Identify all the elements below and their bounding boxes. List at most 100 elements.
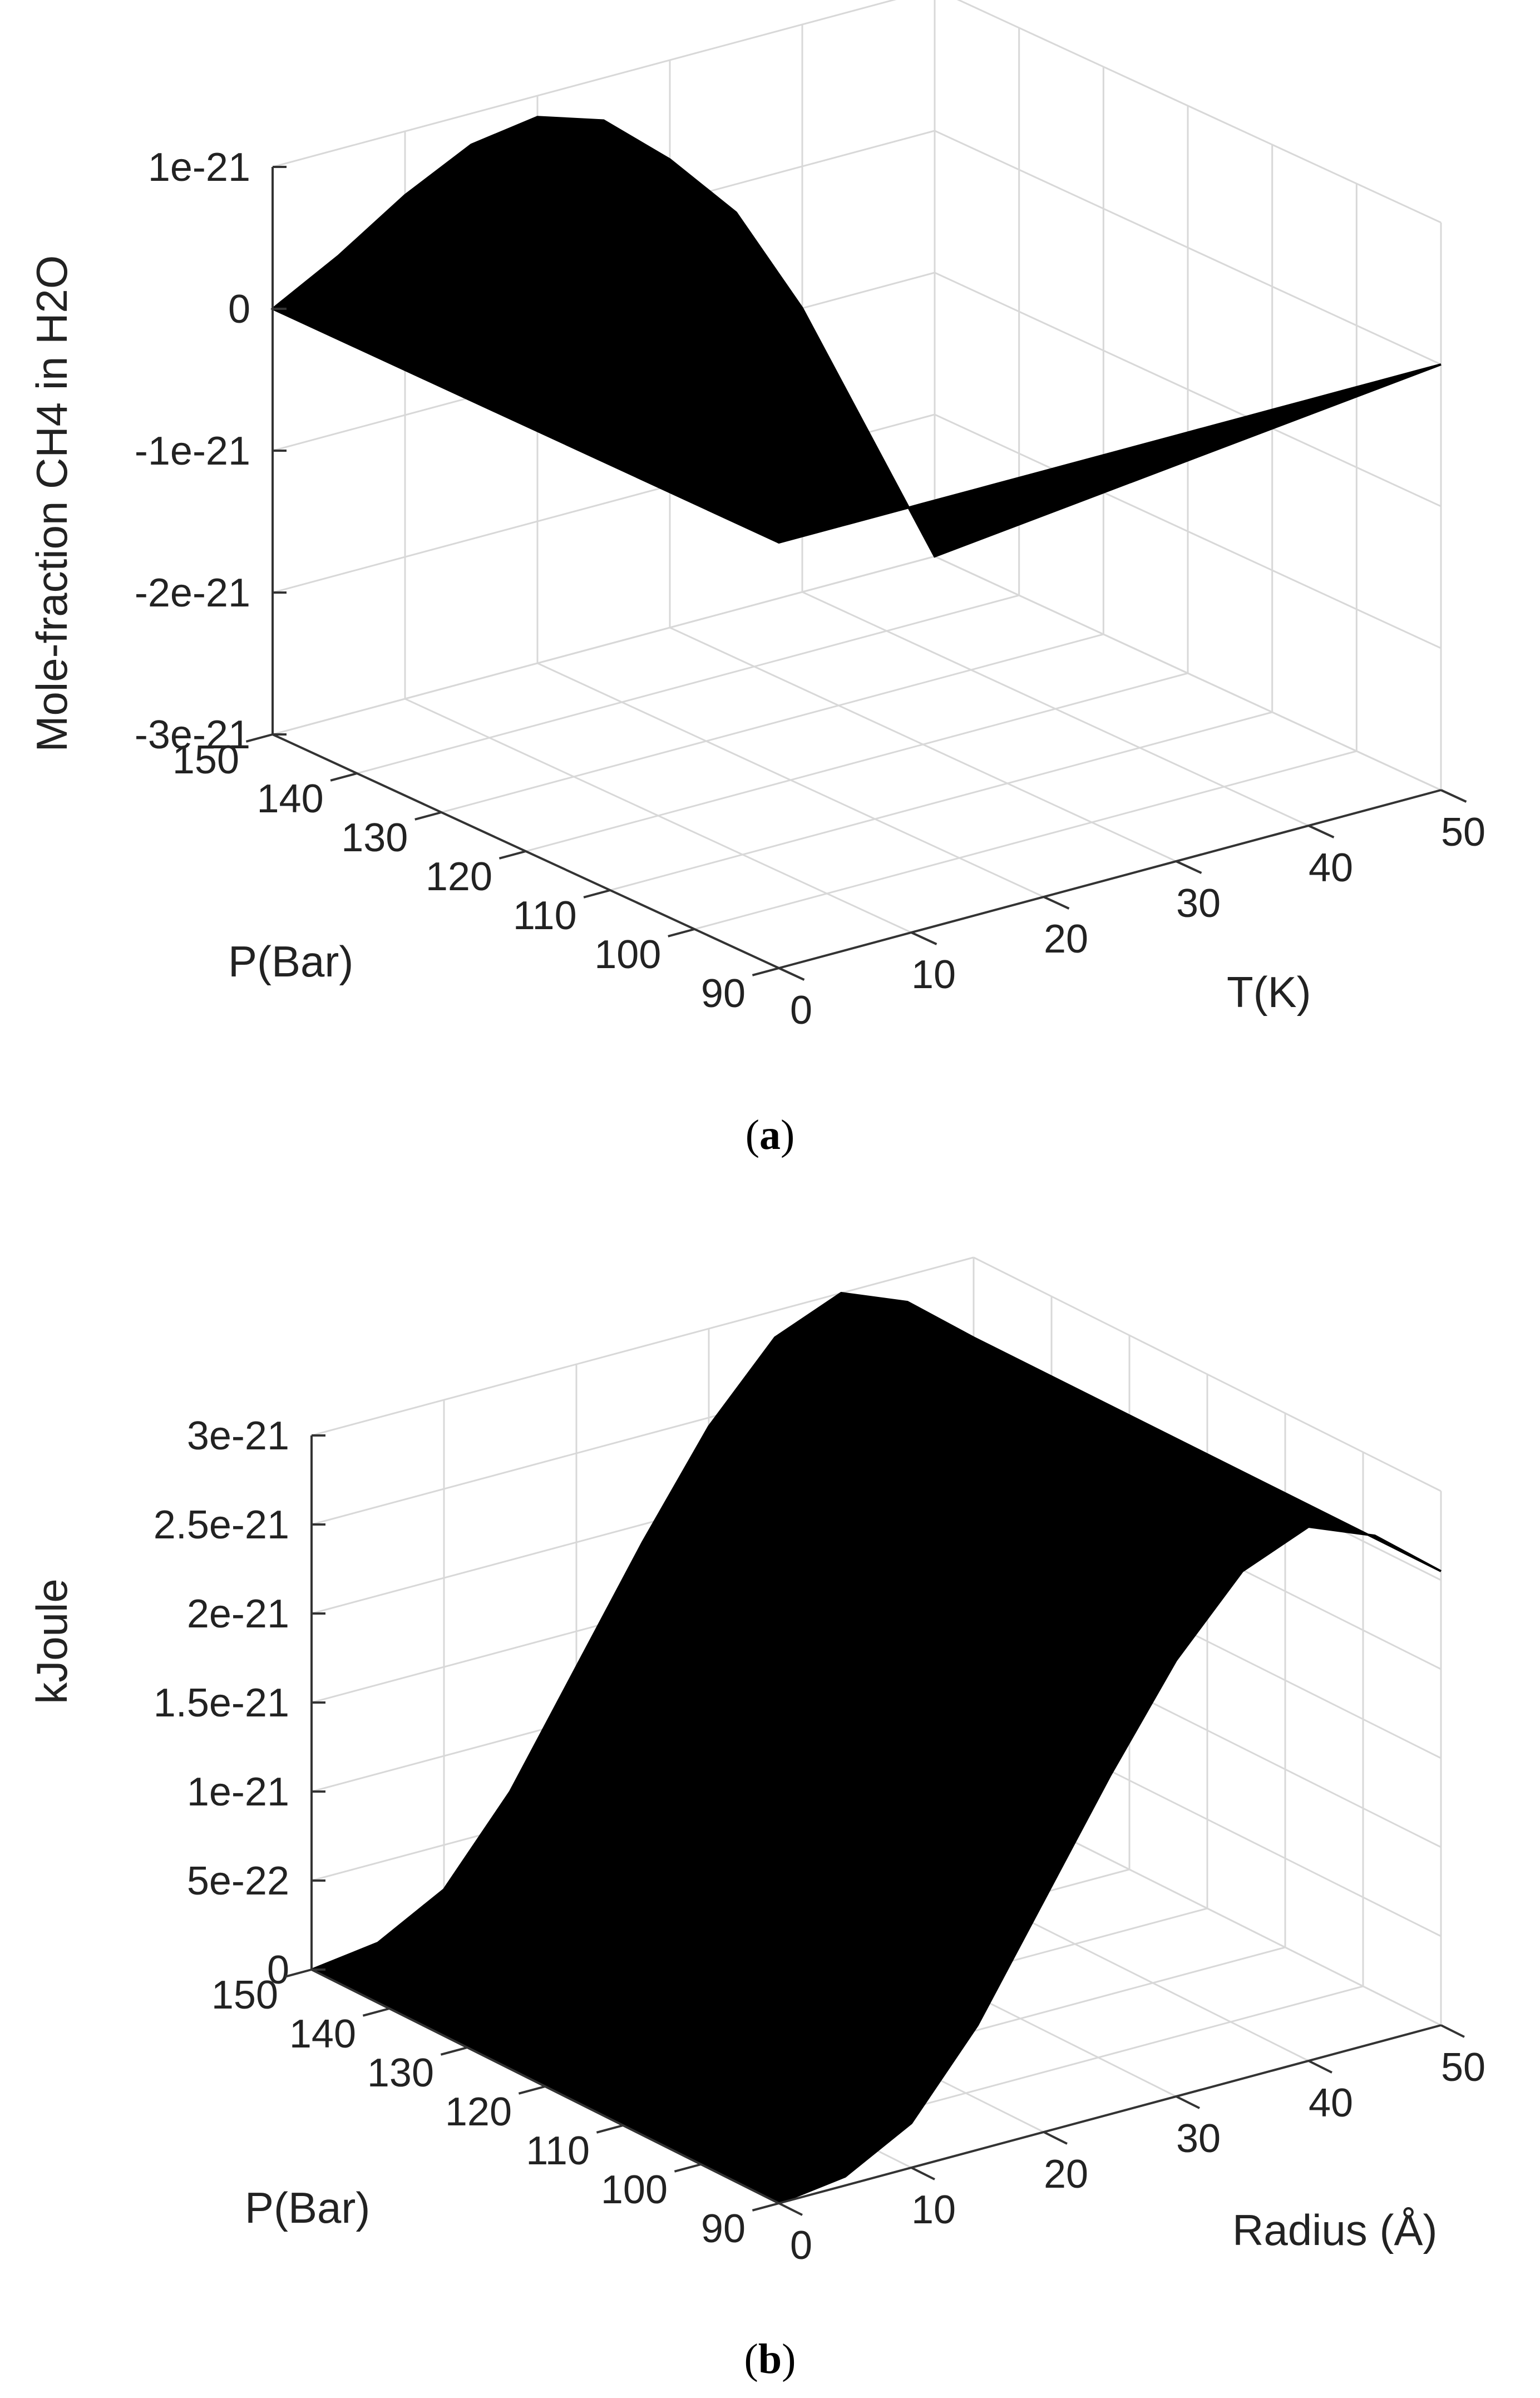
chart-panel-b: 0 5e-22 1e-21 1.5e-21 2e-21 2.5e-21 3e-21 90 100… bbox=[0, 1168, 1540, 2398]
x-tick-label: 50 bbox=[1441, 810, 1485, 855]
grid-line bbox=[272, 555, 935, 736]
y-tick-label: 120 bbox=[445, 2090, 512, 2134]
y-tick-label: 130 bbox=[367, 2051, 434, 2095]
x-tick-label: 10 bbox=[911, 2188, 956, 2232]
caption-a: (a) bbox=[746, 1112, 795, 1158]
x-tick-mark bbox=[1308, 2060, 1332, 2074]
grid-line bbox=[973, 1256, 1442, 1492]
z-axis-label-b: kJoule bbox=[27, 1578, 76, 1704]
x-axis-label-a: T(K) bbox=[1227, 968, 1311, 1017]
x-tick-mark bbox=[778, 967, 805, 981]
y-tick-label: 90 bbox=[701, 2207, 746, 2251]
y-tick-mark bbox=[583, 889, 611, 899]
x-tick-mark bbox=[1043, 896, 1070, 910]
y-tick-label: 130 bbox=[341, 816, 408, 860]
y-tick-mark bbox=[330, 772, 358, 782]
x-tick-label: 0 bbox=[790, 988, 812, 1033]
grid-line bbox=[934, 272, 1442, 507]
grid-line bbox=[610, 711, 1273, 891]
y-tick-label: 140 bbox=[257, 777, 324, 821]
y-tick-mark bbox=[668, 928, 695, 938]
y-tick-mark bbox=[674, 2163, 702, 2173]
grid-line bbox=[441, 633, 1104, 813]
z-tick-label: 5e-22 bbox=[187, 1859, 289, 1903]
y-tick-label: 120 bbox=[426, 855, 492, 899]
x-tick-label: 10 bbox=[911, 953, 956, 997]
z-tick-label: -2e-21 bbox=[135, 571, 250, 615]
caption-letter-a: a bbox=[759, 1112, 781, 1158]
x-tick-mark bbox=[1043, 2131, 1068, 2145]
grid-line bbox=[357, 594, 1020, 774]
surface-plot-b: 05e-221e-211.5e-212e-212.5e-213e-2190100… bbox=[27, 1256, 1485, 2382]
z-tick-label: 0 bbox=[228, 287, 250, 332]
y-axis-label-a: P(Bar) bbox=[228, 937, 353, 986]
x-tick-label: 50 bbox=[1441, 2045, 1485, 2090]
x-tick-label: 20 bbox=[1044, 917, 1088, 961]
y-axis-label-b: P(Bar) bbox=[245, 2183, 370, 2232]
x-axis-line bbox=[778, 2024, 1442, 2204]
x-tick-label: 30 bbox=[1176, 881, 1221, 926]
z-tick-label: 3e-21 bbox=[187, 1414, 289, 1458]
z-axis-label-a: Mole-fraction CH4 in H2O bbox=[27, 255, 76, 752]
x-tick-label: 0 bbox=[790, 2223, 812, 2268]
y-tick-label: 150 bbox=[172, 738, 239, 782]
y-tick-label: 150 bbox=[211, 1973, 278, 2017]
z-tick-label: -1e-21 bbox=[135, 429, 250, 473]
grid-line bbox=[934, 413, 1442, 649]
x-tick-mark bbox=[911, 2167, 935, 2180]
y-tick-label: 110 bbox=[526, 2129, 590, 2173]
x-tick-mark bbox=[1176, 860, 1202, 874]
y-tick-label: 90 bbox=[701, 971, 746, 1016]
z-tick-label: 1e-21 bbox=[187, 1770, 289, 1814]
x-tick-mark bbox=[778, 2202, 803, 2216]
z-tick-label: -3e-21 bbox=[135, 713, 250, 757]
y-tick-mark bbox=[245, 733, 273, 743]
y-tick-label: 100 bbox=[594, 932, 661, 977]
x-tick-label: 20 bbox=[1044, 2152, 1088, 2197]
ticks-a: -3e-21-2e-21-1e-2101e-219010011012013014… bbox=[135, 145, 1485, 1033]
z-tick-label: 2.5e-21 bbox=[154, 1503, 289, 1547]
x-axis-label-b: Radius (Å) bbox=[1232, 2205, 1437, 2254]
x-axis-line bbox=[778, 789, 1442, 969]
caption-letter-b: b bbox=[758, 2336, 782, 2382]
y-tick-label: 140 bbox=[289, 2012, 356, 2056]
x-tick-mark bbox=[1440, 789, 1467, 803]
y-tick-mark bbox=[362, 2007, 390, 2017]
x-tick-mark bbox=[911, 931, 937, 945]
y-tick-mark bbox=[752, 967, 779, 976]
grid-line bbox=[934, 130, 1442, 366]
surface-mesh bbox=[309, 1291, 1442, 2205]
y-tick-mark bbox=[440, 2046, 468, 2056]
surface-plot-a: -3e-21-2e-21-1e-2101e-219010011012013014… bbox=[27, 0, 1485, 1158]
y-tick-mark bbox=[752, 2202, 779, 2212]
ticks-b: 05e-221e-211.5e-212e-212.5e-213e-2190100… bbox=[154, 1414, 1485, 2268]
y-tick-mark bbox=[518, 2085, 546, 2095]
x-tick-label: 30 bbox=[1176, 2116, 1221, 2161]
x-tick-label: 40 bbox=[1309, 2081, 1353, 2125]
chart-panel-a: -3e-21 -2e-21 -1e-21 0 1e-21 90 100 110 120 130 14… bbox=[0, 0, 1540, 1168]
z-tick-label: 0 bbox=[267, 1948, 289, 1992]
grid-line bbox=[694, 750, 1357, 930]
y-tick-mark bbox=[414, 811, 442, 821]
surface-mesh bbox=[270, 116, 1442, 558]
x-tick-mark bbox=[1176, 2095, 1200, 2109]
grid-line bbox=[525, 672, 1188, 852]
z-tick-label: 2e-21 bbox=[187, 1592, 289, 1636]
x-tick-label: 40 bbox=[1309, 846, 1353, 890]
z-tick-label: 1.5e-21 bbox=[154, 1681, 289, 1725]
y-tick-label: 110 bbox=[513, 894, 577, 938]
grid-line bbox=[956, 0, 1442, 224]
grid-line bbox=[934, 555, 1442, 791]
surface-b bbox=[309, 1291, 1442, 2205]
z-tick-label: 1e-21 bbox=[148, 145, 250, 190]
grid-line bbox=[272, 0, 897, 168]
x-tick-mark bbox=[1440, 2024, 1465, 2038]
y-tick-mark bbox=[596, 2124, 624, 2134]
y-tick-mark bbox=[284, 1968, 312, 1978]
y-tick-mark bbox=[498, 850, 526, 860]
grid-line bbox=[311, 1256, 974, 1437]
caption-b: (b) bbox=[744, 2336, 796, 2382]
y-tick-label: 100 bbox=[601, 2168, 668, 2212]
x-tick-mark bbox=[1308, 825, 1335, 838]
surface-a bbox=[270, 116, 1442, 558]
